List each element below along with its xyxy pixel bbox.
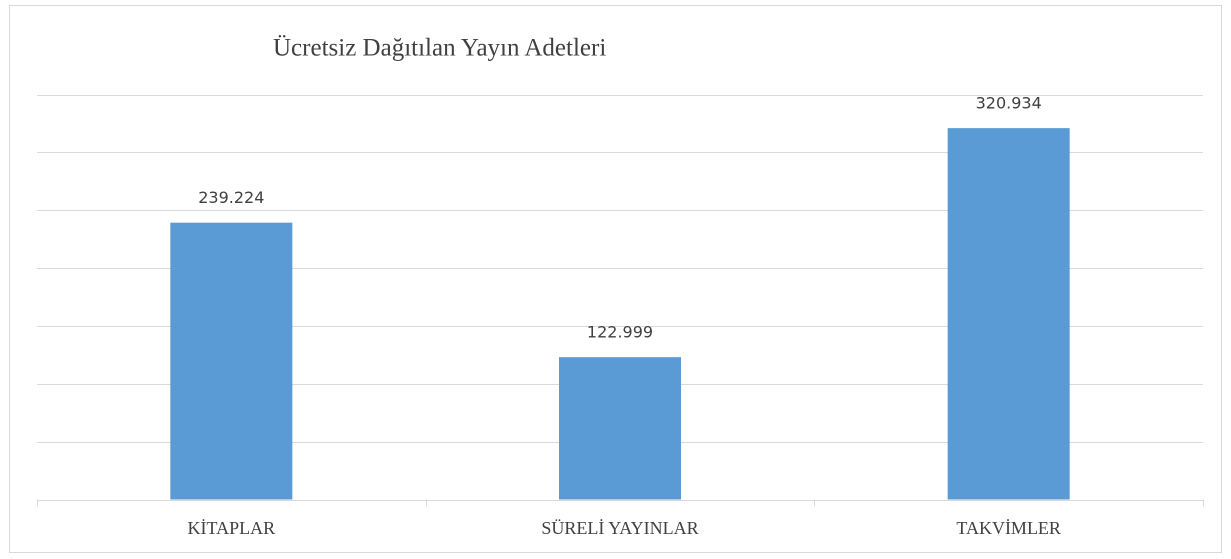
x-tick-label: SÜRELİ YAYINLAR <box>541 518 698 538</box>
x-tick-label: TAKVİMLER <box>956 518 1061 538</box>
bar <box>947 128 1070 500</box>
x-tick-label: KİTAPLAR <box>188 518 276 538</box>
data-label: 320.934 <box>976 94 1042 113</box>
chart-title: Ücretsiz Dağıtılan Yayın Adetleri <box>273 35 606 62</box>
bar <box>170 222 293 500</box>
data-label: 239.224 <box>198 188 264 207</box>
data-label: 122.999 <box>587 323 653 342</box>
bar <box>559 357 681 500</box>
